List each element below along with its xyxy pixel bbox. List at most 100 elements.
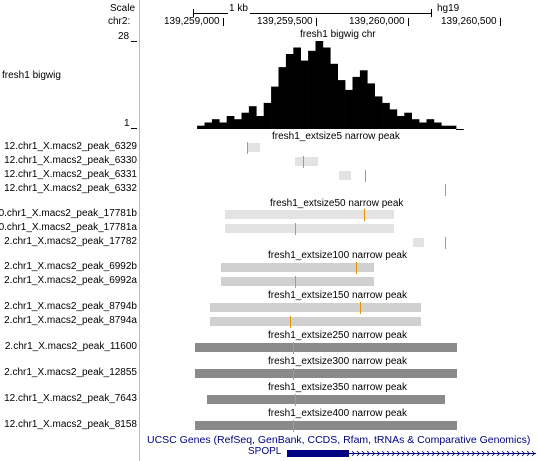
peak-summit-marker [303,155,304,168]
peak-bar[interactable] [210,317,421,326]
peak-bar[interactable] [225,210,394,219]
strand-arrow [431,450,436,457]
gene-strand-arrows [351,450,536,457]
peak-row-label[interactable]: 12.chr1_X.macs2_peak_6330 [4,155,137,166]
peak-bar[interactable] [339,171,351,180]
strand-arrow [401,450,406,457]
wiggle-y-max-tick [131,41,137,42]
wiggle-bar [308,50,316,129]
peak-summit-marker [360,301,361,314]
peak-bar[interactable] [221,277,374,286]
peak-row-label[interactable]: 2.chr1_X.macs2_peak_6992a [4,275,137,286]
peak-bar[interactable] [195,421,457,430]
wiggle-bar [293,47,301,129]
strand-arrow [396,450,401,457]
peak-summit-marker [247,141,248,154]
peak-row-label[interactable]: 2.chr1_X.macs2_peak_11600 [4,341,137,352]
peak-row-label[interactable]: 2.chr1_X.macs2_peak_12855 [4,367,137,378]
peak-row-label[interactable]: 12.chr1_X.macs2_peak_8158 [4,419,137,430]
scale-label: Scale [110,3,136,14]
wiggle-bar [226,116,235,129]
peak-summit-marker [295,222,296,235]
peak-bar[interactable] [221,263,374,272]
peak-group-title[interactable]: fresh1_extsize50 narrow peak [270,198,404,209]
peak-summit-marker [293,419,294,432]
wiggle-bar [382,102,390,129]
wiggle-side-label[interactable]: fresh1 bigwig [2,70,61,81]
peak-row-label[interactable]: 12.chr1_X.macs2_peak_7643 [4,393,137,404]
wiggle-bar [278,67,287,129]
wiggle-bar [241,112,250,129]
peak-bar[interactable] [207,395,445,404]
gene-name-label[interactable]: SPOPL [248,446,282,457]
strand-arrow [356,450,361,457]
scale-bar-right-line [250,13,431,14]
gene-model[interactable] [0,446,540,461]
ruler-tick [408,18,409,26]
strand-arrow [446,450,451,457]
peak-row-label[interactable]: 2.chr1_X.macs2_peak_6992b [4,261,137,272]
peak-row-label[interactable]: 0.chr1_X.macs2_peak_17781a [0,222,137,233]
wiggle-bar [337,80,346,129]
peak-summit-marker [445,183,446,196]
wiggle-bar [211,119,220,129]
gene-exon-block [287,450,349,457]
peak-summit-marker [445,236,446,249]
wiggle-bar [197,125,205,129]
strand-arrow [461,450,466,457]
ruler-position: 139,260,500 [441,16,497,27]
peak-summit-marker [293,341,294,354]
label-column-divider [139,0,140,461]
peak-group-title[interactable]: fresh1_extsize350 narrow peak [268,382,407,393]
peak-row-label[interactable]: 0.chr1_X.macs2_peak_17781b [0,208,137,219]
ruler-position: 139,259,000 [164,16,220,27]
ruler-tick [500,18,501,26]
strand-arrow [416,450,421,457]
wiggle-bar [419,122,427,129]
strand-arrow [411,450,416,457]
peak-row-label[interactable]: 12.chr1_X.macs2_peak_6331 [4,169,137,180]
peak-row-label[interactable]: 2.chr1_X.macs2_peak_8794a [4,315,137,326]
peak-row-label[interactable]: 2.chr1_X.macs2_peak_17782 [4,236,137,247]
wiggle-y-min-tick [131,128,137,129]
strand-arrow [496,450,501,457]
ruler-tick [316,18,317,26]
peak-row-label[interactable]: 2.chr1_X.macs2_peak_8794b [4,301,137,312]
wiggle-bar [234,119,242,129]
peak-row-label[interactable]: 12.chr1_X.macs2_peak_6332 [4,183,137,194]
wiggle-bar [456,129,464,130]
peak-bar[interactable] [225,224,394,233]
strand-arrow [421,450,426,457]
peak-group-title[interactable]: fresh1_extsize300 narrow peak [268,356,407,367]
wiggle-track-title[interactable]: fresh1 bigwig chr [300,29,376,40]
wiggle-bar [441,125,449,129]
peak-bar[interactable] [210,303,421,312]
peak-row-label[interactable]: 12.chr1_X.macs2_peak_6329 [4,141,137,152]
peak-bar[interactable] [248,143,260,152]
peak-group-title[interactable]: fresh1_extsize5 narrow peak [272,131,400,142]
genes-track-title[interactable]: UCSC Genes (RefSeq, GenBank, CCDS, Rfam,… [147,434,531,446]
wiggle-bar [285,54,294,129]
peak-summit-marker [364,208,365,221]
strand-arrow [406,450,411,457]
peak-group-title[interactable]: fresh1_extsize150 narrow peak [268,290,407,301]
strand-arrow [456,450,461,457]
strand-arrow [521,450,526,457]
peak-bar[interactable] [195,369,457,378]
peak-group-title[interactable]: fresh1_extsize400 narrow peak [268,408,407,419]
strand-arrow [371,450,376,457]
peak-group-title[interactable]: fresh1_extsize250 narrow peak [268,330,407,341]
peak-bar[interactable] [195,343,457,352]
wiggle-bar [374,96,383,129]
strand-arrow [506,450,511,457]
peak-group-title[interactable]: fresh1_extsize100 narrow peak [268,250,407,261]
peak-summit-marker [290,315,291,328]
strand-arrow [531,450,536,457]
strand-arrow [501,450,506,457]
peak-bar[interactable] [413,238,424,247]
wiggle-bar [367,83,375,129]
strand-arrow [511,450,516,457]
wiggle-bar [204,122,213,129]
peak-bar[interactable] [295,157,318,166]
